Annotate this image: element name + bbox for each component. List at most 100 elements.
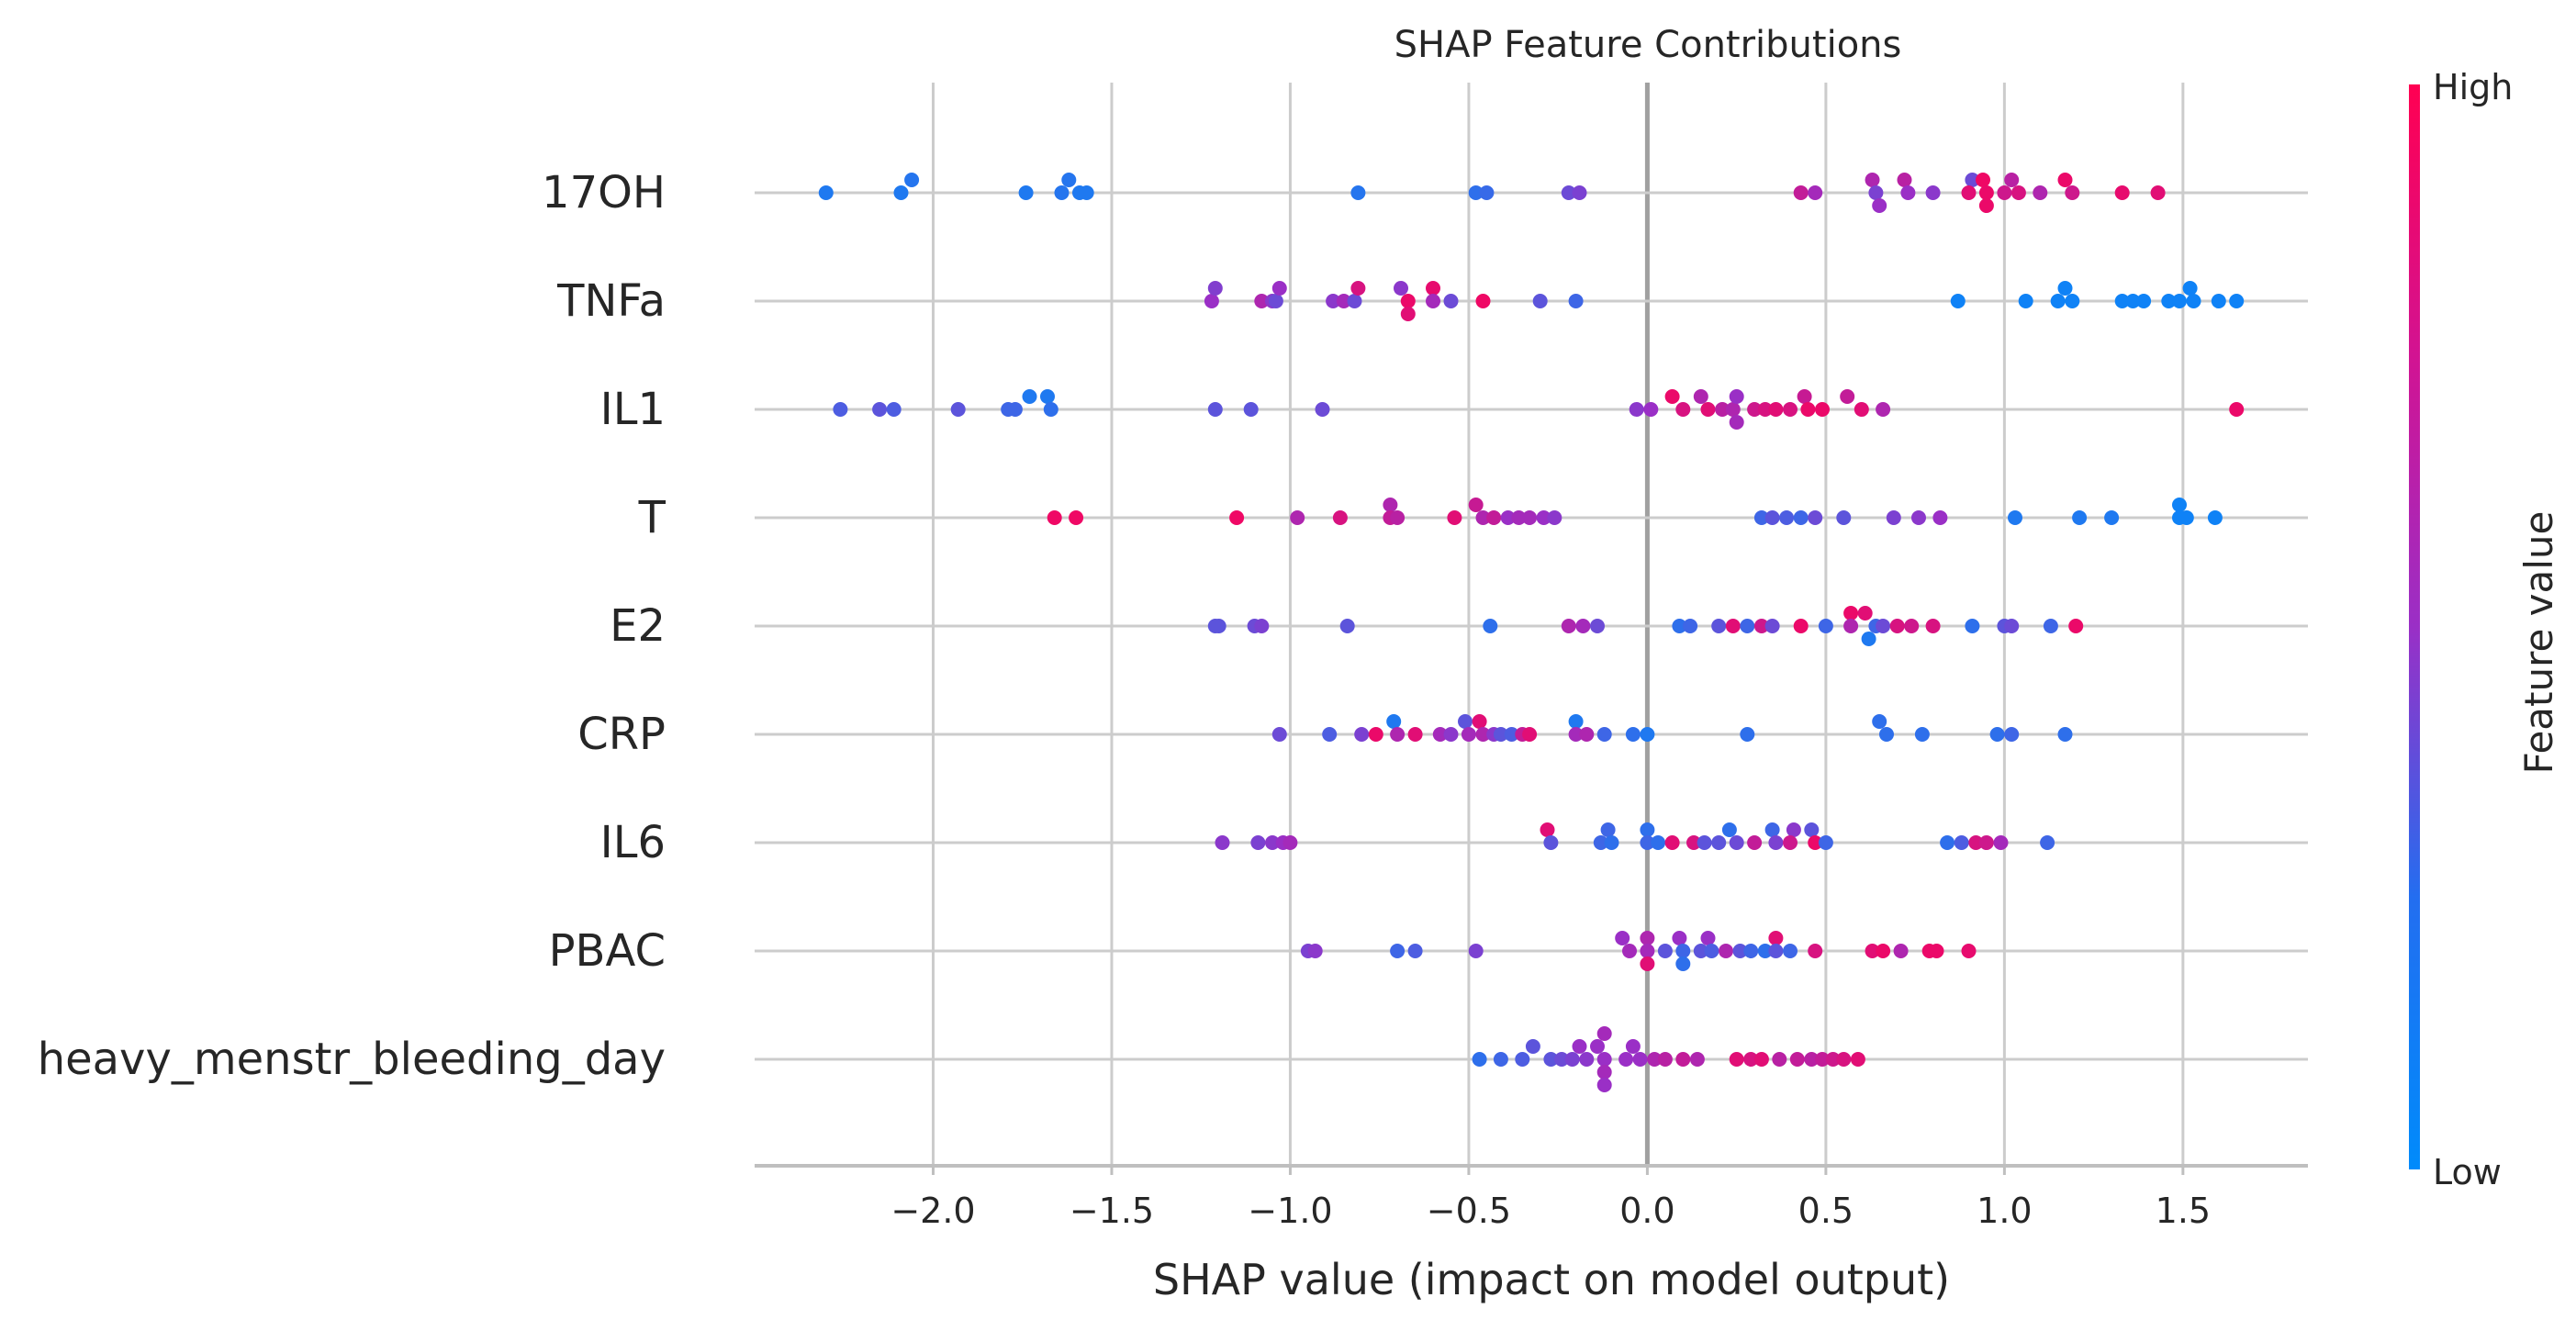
shap-point xyxy=(1271,281,1287,296)
shap-point xyxy=(1808,185,1823,200)
shap-point xyxy=(1861,632,1876,646)
shap-point xyxy=(1596,1026,1612,1041)
shap-point xyxy=(1753,510,1769,525)
shap-point xyxy=(2008,510,2022,525)
shap-point xyxy=(2114,294,2130,308)
colorbar-title: Feature value xyxy=(2516,511,2561,775)
shap-point xyxy=(1872,198,1887,213)
shap-point xyxy=(1768,402,1784,417)
feature-labels: 17OH TNFa IL1 T E2 CRP IL6 PBAC heavy_menstr_ble… xyxy=(38,167,666,1085)
shap-point xyxy=(1590,619,1605,633)
shap-point xyxy=(1850,1052,1865,1067)
x-tick-label: 0.0 xyxy=(1619,1191,1674,1231)
shap-point xyxy=(1579,727,1595,742)
shap-point xyxy=(1554,1052,1570,1067)
shap-point xyxy=(1596,727,1612,742)
shap-point xyxy=(1458,714,1473,729)
shap-point xyxy=(1651,835,1666,850)
shap-point xyxy=(1339,619,1355,633)
shap-point xyxy=(1493,1052,1508,1067)
shap-point xyxy=(1675,944,1691,958)
shap-point xyxy=(2182,281,2198,296)
feature-label: E2 xyxy=(610,600,666,652)
shap-point xyxy=(1596,1052,1612,1067)
shap-point xyxy=(2043,619,2058,633)
shap-point xyxy=(1468,498,1484,512)
feature-label: TNFa xyxy=(556,275,666,327)
shap-point xyxy=(1804,822,1820,837)
shap-point xyxy=(1468,185,1484,200)
shap-point xyxy=(1711,619,1727,633)
shap-point xyxy=(2004,727,2020,742)
shap-point xyxy=(1657,944,1673,958)
shap-point xyxy=(1686,835,1701,850)
shap-point xyxy=(1326,294,1341,308)
shap-point xyxy=(2161,294,2177,308)
shap-point xyxy=(1725,402,1741,417)
shap-point xyxy=(1390,944,1406,958)
shap-point xyxy=(1768,931,1784,945)
shap-point xyxy=(1786,822,1801,837)
shap-point xyxy=(1322,727,1338,742)
shap-point xyxy=(1572,1039,1587,1054)
x-tick-label: 1.5 xyxy=(2156,1191,2211,1231)
shap-point xyxy=(1925,619,1941,633)
shap-point xyxy=(1575,619,1591,633)
shap-point xyxy=(1268,294,1283,308)
shap-point xyxy=(1740,727,1755,742)
shap-point xyxy=(1664,835,1680,850)
shap-point xyxy=(1876,619,1891,633)
shap-point xyxy=(1897,173,1912,187)
feature-label: CRP xyxy=(577,709,666,760)
shap-point xyxy=(1504,727,1519,742)
shap-point xyxy=(1876,944,1891,958)
shap-point xyxy=(1625,727,1641,742)
shap-point xyxy=(1865,173,1880,187)
shap-point xyxy=(1265,835,1280,850)
feature-label: 17OH xyxy=(542,167,666,218)
shap-point xyxy=(1854,402,1869,417)
shap-point xyxy=(1622,944,1637,958)
shap-point xyxy=(1022,389,1037,404)
shap-point xyxy=(2104,510,2120,525)
shap-point xyxy=(1993,835,2009,850)
shap-point xyxy=(2072,510,2088,525)
shap-point xyxy=(1354,727,1370,742)
shap-point xyxy=(1282,835,1298,850)
grid-lines xyxy=(931,83,2185,1166)
shap-point xyxy=(1447,510,1462,525)
shap-point xyxy=(893,185,909,200)
shap-point xyxy=(1600,822,1616,837)
shap-point xyxy=(1753,1052,1769,1067)
shap-point xyxy=(1843,606,1859,621)
shap-point xyxy=(1764,619,1780,633)
shap-point xyxy=(1407,944,1423,958)
shap-point xyxy=(1250,835,1266,850)
shap-point xyxy=(1522,727,1538,742)
shap-point xyxy=(1783,944,1798,958)
shap-point xyxy=(1500,510,1516,525)
shap-point xyxy=(1315,402,1330,417)
shap-point xyxy=(2068,619,2084,633)
shap-point xyxy=(1743,1052,1759,1067)
shap-point xyxy=(1390,727,1406,742)
shap-point xyxy=(1900,185,1916,200)
shap-point xyxy=(1929,944,1944,958)
shap-point xyxy=(1789,1052,1805,1067)
shap-point xyxy=(1568,727,1584,742)
shap-point xyxy=(1543,1052,1559,1067)
shap-point xyxy=(1547,510,1562,525)
x-tick-label: −2.0 xyxy=(890,1191,975,1231)
shap-point xyxy=(1525,1039,1540,1054)
shap-point xyxy=(1625,1039,1641,1054)
shap-point xyxy=(2136,294,2152,308)
shap-point xyxy=(1672,931,1687,945)
shap-point xyxy=(1271,727,1287,742)
shap-point xyxy=(1925,185,1941,200)
shap-point xyxy=(1386,714,1402,729)
shap-point xyxy=(1768,944,1784,958)
shap-point xyxy=(1243,402,1259,417)
shap-point xyxy=(1640,931,1655,945)
shap-point xyxy=(2010,185,2026,200)
colorbar xyxy=(2409,84,2420,1169)
